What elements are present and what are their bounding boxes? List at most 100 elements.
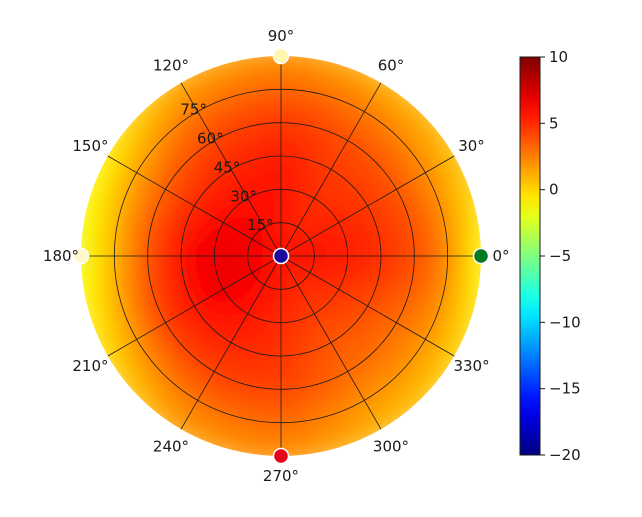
heatmap-cell	[245, 252, 258, 257]
heatmap-cell	[255, 298, 266, 312]
heatmap-cell	[222, 289, 237, 303]
heatmap-cell	[314, 197, 328, 212]
heatmap-cell	[298, 284, 309, 298]
heatmap-cell	[91, 221, 107, 243]
heatmap-cell	[452, 285, 469, 307]
heatmap-cell	[216, 301, 232, 316]
heatmap-cell	[323, 271, 337, 282]
angle-tick-labels: 0° 30° 60° 90° 120° 150° 180° 210° 240° 270° 300° 3…	[43, 27, 510, 485]
heatmap-cell	[314, 300, 328, 315]
heatmap-cell	[188, 302, 204, 319]
heatmap-cell	[259, 260, 271, 269]
heatmap-cell	[264, 289, 273, 302]
heatmap-cell	[304, 320, 317, 335]
heatmap-cell	[327, 177, 343, 194]
heatmap-cell	[341, 322, 358, 339]
heatmap-cell	[305, 307, 318, 321]
heatmap-cell	[81, 270, 95, 294]
heatmap-cell	[238, 317, 252, 332]
heatmap-cell	[235, 239, 248, 248]
heatmap-cell	[272, 233, 279, 245]
heatmap-cell	[258, 247, 270, 254]
heatmap-cell	[258, 245, 271, 253]
heatmap-cell	[311, 231, 325, 242]
heatmap-cell	[245, 257, 258, 263]
colorbar-tick-label: 5	[549, 114, 559, 132]
heatmap-cell	[289, 240, 301, 250]
heatmap-cell	[279, 101, 297, 115]
heatmap-cell	[291, 245, 304, 253]
marker-west	[72, 247, 90, 265]
heatmap-cell	[286, 235, 295, 247]
heatmap-cell	[279, 90, 298, 103]
marker-north	[272, 47, 290, 65]
angle-tick-label: 240°	[153, 438, 189, 456]
radial-tick-label: 30°	[230, 187, 257, 205]
heatmap-cell	[339, 260, 352, 270]
heatmap-cell	[280, 173, 290, 186]
heatmap-cell	[272, 326, 282, 339]
heatmap-cell	[186, 246, 199, 257]
heatmap-cell	[309, 228, 323, 239]
heatmap-cell	[330, 196, 346, 211]
heatmap-cell	[162, 254, 175, 268]
heatmap-cell	[307, 291, 320, 305]
angle-gridline	[280, 82, 382, 257]
heatmap-cell	[422, 240, 436, 258]
heatmap-cell	[272, 267, 279, 279]
heatmap-cell	[289, 210, 298, 223]
heatmap-cell	[232, 282, 246, 295]
heatmap-cell	[218, 163, 235, 179]
heatmap-cell	[325, 209, 340, 223]
heatmap-cell	[375, 254, 388, 267]
heatmap-cell	[265, 325, 276, 339]
heatmap-cell	[256, 286, 267, 300]
heatmap-cell	[333, 314, 349, 330]
heatmap-cell	[316, 217, 330, 230]
heatmap-cell	[334, 296, 350, 310]
heatmap-cell	[291, 102, 310, 117]
heatmap-cell	[333, 182, 349, 198]
heatmap-cell	[174, 236, 188, 249]
heatmap-cell	[304, 255, 317, 260]
heatmap-cell	[355, 215, 371, 229]
heatmap-cell	[327, 318, 343, 335]
heatmap-cell	[296, 200, 307, 214]
heatmap-cell	[279, 373, 294, 387]
heatmap-cell	[221, 305, 236, 321]
colorbar: 10 5 0 −5 −10 −15 −20	[519, 48, 581, 464]
heatmap-cell	[310, 180, 324, 195]
heatmap-cell	[248, 419, 269, 434]
heatmap-cell	[332, 219, 346, 232]
heatmap-cell	[291, 260, 303, 269]
heatmap-cell	[115, 254, 128, 273]
heatmap-cell	[295, 286, 306, 300]
heatmap-cell	[300, 202, 312, 216]
heatmap-cell	[298, 214, 309, 228]
heatmap-cell	[292, 288, 302, 301]
heatmap-cell	[288, 149, 301, 163]
heatmap-cell	[275, 303, 282, 316]
heatmap-cell	[81, 271, 83, 296]
heatmap-cell	[315, 313, 330, 329]
heatmap-cell	[127, 227, 142, 246]
heatmap-cell	[93, 205, 110, 227]
heatmap-cell	[274, 314, 282, 328]
heatmap-cell	[259, 243, 271, 252]
heatmap-cell	[280, 208, 286, 221]
heatmap-cell	[290, 261, 302, 270]
heatmap-cell	[245, 177, 258, 192]
heatmap-cell	[434, 254, 447, 273]
heatmap-cell	[288, 237, 298, 248]
heatmap-cell	[316, 282, 330, 295]
colorbar-tick-label: −10	[549, 313, 581, 331]
heatmap-cell	[227, 225, 241, 237]
heatmap-cell	[330, 301, 346, 316]
heatmap-cell	[310, 317, 324, 332]
heatmap-cell	[285, 185, 295, 198]
heatmap-cell	[326, 305, 341, 321]
heatmap-cell	[244, 307, 257, 321]
heatmap-cell	[270, 350, 283, 363]
heatmap-cell	[286, 290, 294, 303]
